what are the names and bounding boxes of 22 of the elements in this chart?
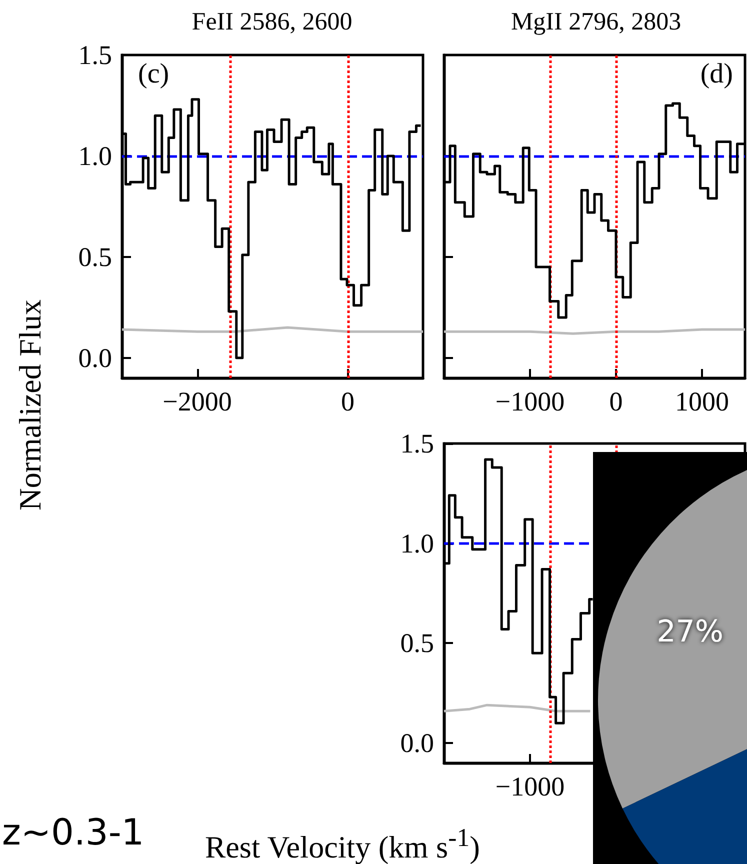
y-axis-title: Normalized Flux [12, 299, 48, 510]
annotation: (d) [700, 58, 733, 90]
chart-title: FeII 2586, 2600 [192, 8, 352, 36]
y-tick-label: 1.0 [78, 140, 112, 171]
x-tick-label: 0 [609, 386, 623, 416]
x-tick-label: −1000 [495, 386, 565, 416]
annotation: (c) [138, 58, 170, 90]
text: −1000 [495, 772, 565, 802]
y-tick-label: 0.5 [78, 242, 112, 272]
x-tick-label: −2000 [162, 386, 232, 416]
y-tick-label: 1.0 [400, 528, 434, 558]
y-tick-label: 0.0 [400, 728, 434, 758]
data-label: 27% [656, 614, 724, 650]
y-tick-label: 0.5 [400, 628, 434, 658]
text: z~0.3-1 [2, 812, 144, 854]
y-tick-label: 1.5 [400, 428, 434, 458]
x-axis-title: Rest Velocity (km s$^{-1}$) [205, 823, 480, 864]
chart-title: MgII 2796, 2803 [510, 8, 682, 36]
x-tick-label: 0 [341, 386, 354, 416]
x-tick-label: 1000 [675, 386, 729, 416]
y-tick-label: 1.5 [78, 40, 112, 70]
y-tick-label: 0.0 [78, 342, 112, 373]
